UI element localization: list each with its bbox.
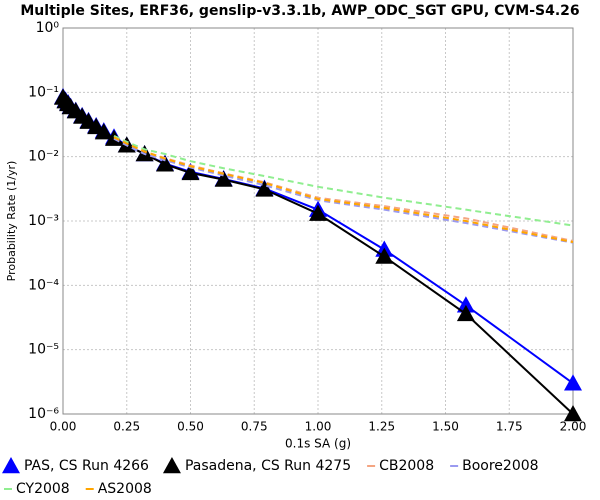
data-point: [375, 247, 394, 264]
legend-label: CY2008: [16, 481, 70, 497]
y-tick-label: 10⁻⁵: [28, 342, 59, 358]
data-point: [564, 405, 582, 422]
plot-frame: [62, 27, 574, 415]
x-tick-label: 1.00: [305, 420, 332, 434]
legend-label: CB2008: [379, 458, 434, 474]
x-tick-label: 1.25: [368, 420, 395, 434]
chart-title: Multiple Sites, ERF36, genslip-v3.3.1b, …: [20, 3, 579, 19]
y-tick-label: 10⁰: [36, 20, 60, 36]
x-tick-label: 0.75: [241, 420, 268, 434]
x-axis-label: 0.1s SA (g): [285, 437, 351, 451]
y-tick-label: 10⁻⁶: [28, 406, 59, 422]
x-tick-label: 0.25: [113, 420, 140, 434]
data-point: [456, 296, 475, 313]
legend-label: PAS, CS Run 4266: [24, 458, 149, 474]
legend-label: AS2008: [98, 481, 152, 497]
y-axis-label: Probability Rate (1/yr): [5, 161, 18, 282]
data-point: [156, 155, 174, 172]
data-point: [564, 374, 582, 391]
data-point: [456, 304, 475, 322]
series-line: [113, 135, 574, 227]
x-tick-label: 1.75: [496, 420, 523, 434]
data-point: [309, 204, 327, 221]
x-tick-label: 2.00: [560, 420, 587, 434]
x-tick-label: 0.00: [50, 420, 77, 434]
series-line: [113, 136, 574, 244]
y-tick-label: 10⁻³: [28, 213, 59, 229]
legend-label: Boore2008: [462, 458, 538, 474]
y-tick-label: 10⁻¹: [28, 84, 59, 100]
legend-label: Pasadena, CS Run 4275: [185, 458, 351, 474]
data-point: [255, 180, 274, 197]
y-tick-label: 10⁻²: [28, 149, 59, 165]
x-tick-label: 0.50: [177, 420, 204, 434]
legend-marker: [2, 457, 20, 474]
y-tick-label: 10⁻⁴: [28, 277, 59, 293]
x-tick-label: 1.50: [432, 420, 459, 434]
data-point: [214, 170, 233, 187]
data-point: [181, 163, 200, 181]
data-point: [94, 123, 113, 140]
legend-marker: [162, 457, 181, 474]
